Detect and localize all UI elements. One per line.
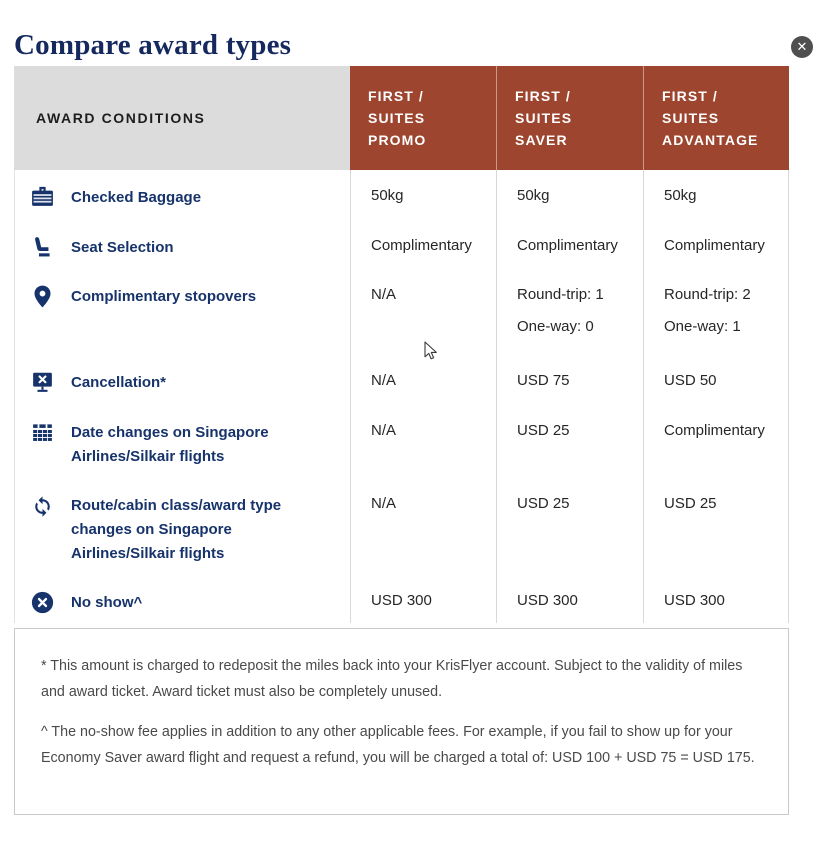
cancellation-icon <box>30 370 56 395</box>
condition-value-cell: 50kg <box>643 170 789 220</box>
condition-label: Date changes on Singapore Airlines/Silka… <box>71 424 269 465</box>
condition-value: N/A <box>371 422 397 439</box>
footnote-cancellation: * This amount is charged to redeposit th… <box>41 658 743 700</box>
column-header-1: FIRST / SUITES SAVER <box>496 66 643 170</box>
condition-label: Cancellation* <box>71 374 167 391</box>
condition-value: N/A <box>371 372 397 389</box>
column-header-2: FIRST / SUITES ADVANTAGE <box>643 66 789 170</box>
condition-value: USD 25 <box>517 422 570 439</box>
condition-value: One-way: 1 <box>664 318 741 335</box>
condition-value: USD 300 <box>517 592 578 609</box>
condition-value-cell: USD 25 <box>496 405 643 478</box>
close-button[interactable]: ✕ <box>791 36 813 58</box>
condition-label: Seat Selection <box>71 239 174 256</box>
condition-label-cell: Date changes on Singapore Airlines/Silka… <box>14 405 350 478</box>
condition-value: N/A <box>371 286 397 303</box>
table-row: Complimentary stopovers N/A Round-trip: 1 O… <box>14 269 789 355</box>
condition-label: Checked Baggage <box>71 189 202 206</box>
condition-value: Complimentary <box>517 237 618 254</box>
condition-value-cell: N/A <box>350 478 496 575</box>
refresh-icon <box>30 493 56 518</box>
table-row: Date changes on Singapore Airlines/Silka… <box>14 405 789 478</box>
condition-label-cell: No show^ <box>14 575 350 623</box>
condition-value-cell: USD 25 <box>643 478 789 575</box>
close-icon: ✕ <box>796 39 808 55</box>
no-show-icon <box>30 590 56 615</box>
condition-value: 50kg <box>371 187 404 204</box>
condition-label-cell: Complimentary stopovers <box>14 269 350 355</box>
condition-value-cell: 50kg <box>496 170 643 220</box>
table-body: Checked Baggage 50kg 50kg 50kg Seat Selectio… <box>14 170 789 623</box>
condition-label-cell: Seat Selection <box>14 220 350 269</box>
seat-icon <box>30 235 56 260</box>
condition-value: Round-trip: 1 <box>517 286 604 303</box>
condition-value-cell: Complimentary <box>496 220 643 269</box>
condition-value: USD 75 <box>517 372 570 389</box>
table-row: No show^ USD 300 USD 300 USD 300 <box>14 575 789 623</box>
table-row: Checked Baggage 50kg 50kg 50kg <box>14 170 789 220</box>
table-row: Seat Selection Complimentary Complimentary… <box>14 220 789 269</box>
footnotes-box: * This amount is charged to redeposit th… <box>14 628 789 815</box>
page-title: Compare award types <box>14 29 292 61</box>
condition-value-cell: Complimentary <box>350 220 496 269</box>
condition-label-cell: Route/cabin class/award type changes on … <box>14 478 350 575</box>
table-header-row: AWARD CONDITIONS FIRST / SUITES PROMO FIR… <box>14 66 789 170</box>
condition-label-cell: Cancellation* <box>14 355 350 405</box>
condition-value: Complimentary <box>371 237 472 254</box>
condition-value-cell: Complimentary <box>643 405 789 478</box>
condition-label: Complimentary stopovers <box>71 288 257 305</box>
calendar-icon <box>30 420 56 445</box>
condition-value-cell: USD 75 <box>496 355 643 405</box>
table-row: Cancellation* N/A USD 75 USD 50 <box>14 355 789 405</box>
condition-value: USD 50 <box>664 372 717 389</box>
condition-value: 50kg <box>664 187 697 204</box>
condition-value: USD 25 <box>664 495 717 512</box>
column-header-0: FIRST / SUITES PROMO <box>350 66 496 170</box>
condition-value: USD 300 <box>371 592 432 609</box>
condition-label: Route/cabin class/award type changes on … <box>71 497 282 562</box>
condition-value-cell: USD 50 <box>643 355 789 405</box>
condition-value-cell: Round-trip: 1 One-way: 0 <box>496 269 643 355</box>
condition-value: Complimentary <box>664 237 765 254</box>
condition-value-cell: USD 300 <box>496 575 643 623</box>
table-row: Route/cabin class/award type changes on … <box>14 478 789 575</box>
condition-value-cell: USD 300 <box>350 575 496 623</box>
condition-value-cell: N/A <box>350 355 496 405</box>
condition-value-cell: Round-trip: 2 One-way: 1 <box>643 269 789 355</box>
condition-value-cell: USD 300 <box>643 575 789 623</box>
condition-value: Complimentary <box>664 422 765 439</box>
column-header-award-conditions: AWARD CONDITIONS <box>14 66 350 170</box>
condition-value-cell: USD 25 <box>496 478 643 575</box>
condition-value: N/A <box>371 495 397 512</box>
location-pin-icon <box>30 284 56 309</box>
condition-value: USD 300 <box>664 592 725 609</box>
condition-value-cell: 50kg <box>350 170 496 220</box>
condition-value-cell: Complimentary <box>643 220 789 269</box>
footnote-no-show: ^ The no-show fee applies in addition to… <box>41 724 755 766</box>
condition-value-cell: N/A <box>350 405 496 478</box>
award-comparison-table: AWARD CONDITIONS FIRST / SUITES PROMO FIR… <box>14 66 789 623</box>
condition-value: Round-trip: 2 <box>664 286 751 303</box>
baggage-icon <box>30 185 56 210</box>
condition-value: 50kg <box>517 187 550 204</box>
condition-value: One-way: 0 <box>517 318 594 335</box>
condition-label-cell: Checked Baggage <box>14 170 350 220</box>
condition-value: USD 25 <box>517 495 570 512</box>
condition-value-cell: N/A <box>350 269 496 355</box>
condition-label: No show^ <box>71 594 143 611</box>
